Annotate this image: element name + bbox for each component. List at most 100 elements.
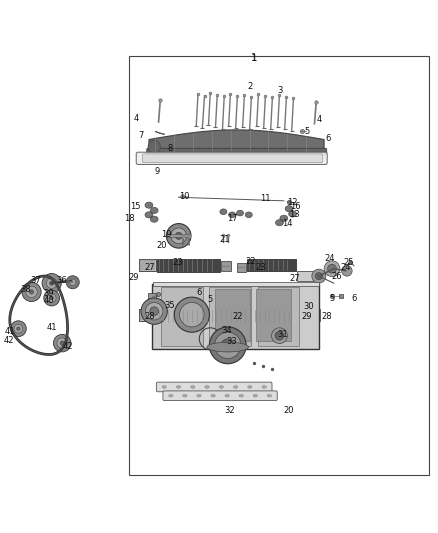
Ellipse shape xyxy=(150,216,158,222)
FancyBboxPatch shape xyxy=(139,259,156,271)
FancyBboxPatch shape xyxy=(163,391,277,400)
Circle shape xyxy=(215,332,241,359)
Bar xyxy=(303,309,320,321)
Bar xyxy=(167,233,190,237)
Text: 20: 20 xyxy=(156,241,166,250)
Text: 6: 6 xyxy=(325,134,330,143)
Ellipse shape xyxy=(145,212,153,218)
Ellipse shape xyxy=(150,207,158,214)
Text: 13: 13 xyxy=(289,211,300,219)
Ellipse shape xyxy=(239,394,244,397)
Text: 2: 2 xyxy=(247,83,252,92)
FancyBboxPatch shape xyxy=(136,152,327,165)
Ellipse shape xyxy=(162,386,166,388)
Ellipse shape xyxy=(183,394,187,397)
Text: 4: 4 xyxy=(133,114,138,123)
Text: 38: 38 xyxy=(20,285,31,294)
Circle shape xyxy=(175,232,182,239)
Text: 22: 22 xyxy=(245,257,256,266)
Ellipse shape xyxy=(245,212,252,217)
Bar xyxy=(157,310,301,322)
Text: 23: 23 xyxy=(172,257,183,266)
Circle shape xyxy=(17,327,20,330)
Text: 31: 31 xyxy=(277,330,288,339)
Circle shape xyxy=(49,281,54,285)
Ellipse shape xyxy=(225,394,230,397)
Text: 30: 30 xyxy=(304,302,314,311)
Circle shape xyxy=(275,332,284,340)
Text: 10: 10 xyxy=(179,192,189,201)
Bar xyxy=(139,309,156,321)
Bar xyxy=(209,287,251,346)
Circle shape xyxy=(70,279,76,285)
Circle shape xyxy=(342,265,352,276)
Text: 5: 5 xyxy=(304,127,309,136)
Circle shape xyxy=(22,282,41,302)
Ellipse shape xyxy=(177,386,181,388)
Ellipse shape xyxy=(280,215,288,221)
Text: 33: 33 xyxy=(227,337,237,346)
Bar xyxy=(237,263,246,272)
Circle shape xyxy=(44,290,60,306)
Bar xyxy=(221,261,231,271)
Text: 22: 22 xyxy=(232,312,243,321)
Circle shape xyxy=(57,338,67,349)
Text: 42: 42 xyxy=(63,342,73,351)
Text: 18: 18 xyxy=(124,214,134,223)
Circle shape xyxy=(221,339,234,352)
Text: 35: 35 xyxy=(165,302,175,310)
Bar xyxy=(258,287,299,346)
Ellipse shape xyxy=(237,210,244,216)
Circle shape xyxy=(47,294,56,302)
Text: 21: 21 xyxy=(219,235,230,244)
Ellipse shape xyxy=(229,212,236,217)
Bar xyxy=(256,289,291,341)
Text: 9: 9 xyxy=(154,166,159,175)
Text: 4: 4 xyxy=(316,115,321,124)
Ellipse shape xyxy=(285,206,293,212)
Circle shape xyxy=(53,334,71,352)
Text: 24: 24 xyxy=(324,254,335,263)
Text: 17: 17 xyxy=(227,214,237,223)
Bar xyxy=(129,56,429,474)
Circle shape xyxy=(11,321,26,336)
Circle shape xyxy=(50,296,53,300)
Text: 41: 41 xyxy=(4,327,15,336)
Text: 27: 27 xyxy=(145,263,155,272)
Ellipse shape xyxy=(219,386,223,388)
Ellipse shape xyxy=(267,394,272,397)
Ellipse shape xyxy=(207,342,249,352)
Text: 32: 32 xyxy=(225,406,235,415)
Text: 5: 5 xyxy=(329,294,335,303)
Text: 42: 42 xyxy=(4,336,14,345)
FancyBboxPatch shape xyxy=(142,154,322,163)
Circle shape xyxy=(174,297,209,332)
Circle shape xyxy=(209,327,246,364)
Bar xyxy=(297,271,321,280)
Polygon shape xyxy=(149,130,324,152)
Text: 8: 8 xyxy=(167,144,173,153)
FancyBboxPatch shape xyxy=(147,148,327,155)
Circle shape xyxy=(150,307,159,316)
Text: 36: 36 xyxy=(56,276,67,285)
Text: 6: 6 xyxy=(351,294,357,303)
Ellipse shape xyxy=(276,220,283,226)
Ellipse shape xyxy=(145,202,153,208)
Ellipse shape xyxy=(289,211,297,217)
Ellipse shape xyxy=(253,394,258,397)
Bar xyxy=(157,259,220,272)
Text: 29: 29 xyxy=(128,273,139,282)
Text: 11: 11 xyxy=(260,194,270,203)
Circle shape xyxy=(312,269,326,283)
Bar xyxy=(215,289,250,341)
Bar xyxy=(304,311,319,320)
Circle shape xyxy=(145,302,163,320)
Text: 34: 34 xyxy=(222,326,232,335)
Circle shape xyxy=(60,341,64,345)
Text: 41: 41 xyxy=(46,324,57,332)
FancyBboxPatch shape xyxy=(153,282,319,286)
Text: 5: 5 xyxy=(208,295,213,304)
Text: 28: 28 xyxy=(321,312,332,321)
Bar xyxy=(148,293,156,300)
Ellipse shape xyxy=(262,386,266,388)
